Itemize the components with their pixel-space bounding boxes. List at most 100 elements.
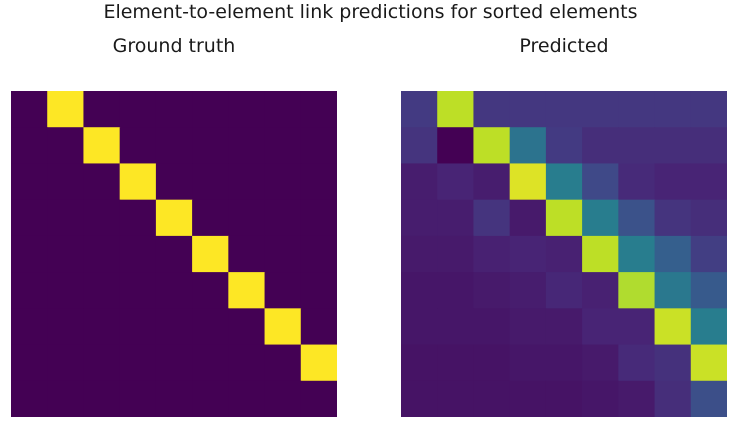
ground-truth-cell-r4-c7	[264, 235, 302, 273]
ground-truth-cell-r1-c6	[228, 127, 266, 165]
predicted-cell-r4-c4	[545, 235, 583, 273]
ground-truth-cell-r8-c8	[300, 380, 337, 417]
predicted-cell-r1-c4	[545, 127, 583, 165]
predicted-cell-r8-c3	[509, 380, 547, 417]
predicted-cell-r2-c6	[618, 163, 656, 201]
ground-truth-cell-r5-c7	[264, 272, 302, 309]
ground-truth-cell-r1-c5	[192, 127, 229, 165]
predicted-cell-r8-c4	[545, 380, 583, 417]
ground-truth-cell-r7-c8	[300, 344, 337, 382]
ground-truth-cell-r7-c7	[264, 344, 302, 382]
ground-truth-cell-r2-c4	[155, 163, 193, 201]
ground-truth-cell-r0-c0	[11, 91, 48, 128]
ground-truth-cell-r0-c2	[83, 91, 121, 128]
ground-truth-cell-r3-c8	[300, 199, 337, 237]
predicted-cell-r5-c2	[473, 272, 511, 309]
ground-truth-cell-r7-c5	[192, 344, 229, 382]
predicted-cell-r3-c4	[545, 199, 583, 237]
predicted-cell-r6-c4	[545, 308, 583, 346]
ground-truth-cell-r7-c1	[47, 344, 85, 382]
predicted-cell-r5-c5	[582, 272, 619, 309]
ground-truth-cell-r3-c6	[228, 199, 266, 237]
predicted-heatmap	[401, 91, 727, 417]
ground-truth-cell-r8-c0	[11, 380, 48, 417]
predicted-cell-r0-c1	[437, 91, 475, 128]
ground-truth-cell-r5-c5	[192, 272, 229, 309]
ground-truth-cell-r6-c4	[155, 308, 193, 346]
ground-truth-cell-r4-c6	[228, 235, 266, 273]
ground-truth-cell-r4-c2	[83, 235, 121, 273]
predicted-cell-r2-c3	[509, 163, 547, 201]
predicted-cell-r0-c6	[618, 91, 656, 128]
ground-truth-cell-r0-c1	[47, 91, 85, 128]
predicted-cell-r6-c3	[509, 308, 547, 346]
predicted-cell-r3-c2	[473, 199, 511, 237]
predicted-cell-r0-c7	[654, 91, 692, 128]
ground-truth-cell-r3-c0	[11, 199, 48, 237]
predicted-cell-r5-c8	[690, 272, 727, 309]
predicted-cell-r3-c6	[618, 199, 656, 237]
ground-truth-cell-r6-c2	[83, 308, 121, 346]
predicted-cell-r4-c3	[509, 235, 547, 273]
ground-truth-cell-r4-c1	[47, 235, 85, 273]
ground-truth-cell-r6-c0	[11, 308, 48, 346]
predicted-cell-r7-c8	[690, 344, 727, 382]
ground-truth-cell-r3-c2	[83, 199, 121, 237]
predicted-cell-r3-c5	[582, 199, 619, 237]
predicted-cell-r5-c1	[437, 272, 475, 309]
predicted-cell-r1-c2	[473, 127, 511, 165]
predicted-cell-r5-c4	[545, 272, 583, 309]
ground-truth-cell-r4-c5	[192, 235, 229, 273]
ground-truth-cell-r7-c6	[228, 344, 266, 382]
predicted-cell-r7-c2	[473, 344, 511, 382]
ground-truth-cell-r1-c8	[300, 127, 337, 165]
ground-truth-cell-r8-c2	[83, 380, 121, 417]
ground-truth-cell-r1-c2	[83, 127, 121, 165]
ground-truth-cell-r7-c2	[83, 344, 121, 382]
ground-truth-cell-r5-c2	[83, 272, 121, 309]
predicted-cell-r5-c0	[401, 272, 438, 309]
predicted-cell-r7-c0	[401, 344, 438, 382]
predicted-cell-r5-c6	[618, 272, 656, 309]
ground-truth-cell-r5-c3	[119, 272, 157, 309]
predicted-cell-r4-c1	[437, 235, 475, 273]
predicted-cell-r6-c1	[437, 308, 475, 346]
ground-truth-cell-r1-c7	[264, 127, 302, 165]
ground-truth-cell-r1-c0	[11, 127, 48, 165]
predicted-cell-r0-c3	[509, 91, 547, 128]
predicted-cell-r3-c3	[509, 199, 547, 237]
ground-truth-cell-r6-c5	[192, 308, 229, 346]
ground-truth-cell-r8-c6	[228, 380, 266, 417]
predicted-cell-r1-c1	[437, 127, 475, 165]
predicted-cell-r1-c7	[654, 127, 692, 165]
ground-truth-cell-r2-c8	[300, 163, 337, 201]
predicted-cell-r7-c4	[545, 344, 583, 382]
predicted-cell-r0-c5	[582, 91, 619, 128]
predicted-cell-r8-c8	[690, 380, 727, 417]
predicted-cell-r8-c6	[618, 380, 656, 417]
predicted-cell-r0-c8	[690, 91, 727, 128]
predicted-cell-r0-c4	[545, 91, 583, 128]
ground-truth-cell-r6-c7	[264, 308, 302, 346]
ground-truth-cell-r5-c6	[228, 272, 266, 309]
predicted-cell-r0-c2	[473, 91, 511, 128]
ground-truth-cell-r8-c1	[47, 380, 85, 417]
ground-truth-cell-r8-c7	[264, 380, 302, 417]
predicted-cell-r1-c0	[401, 127, 438, 165]
predicted-cell-r8-c0	[401, 380, 438, 417]
ground-truth-cell-r2-c1	[47, 163, 85, 201]
ground-truth-cell-r0-c8	[300, 91, 337, 128]
ground-truth-cell-r4-c3	[119, 235, 157, 273]
ground-truth-cell-r6-c8	[300, 308, 337, 346]
predicted-cell-r3-c8	[690, 199, 727, 237]
predicted-cell-r1-c8	[690, 127, 727, 165]
predicted-cell-r1-c6	[618, 127, 656, 165]
ground-truth-cell-r0-c3	[119, 91, 157, 128]
predicted-cell-r6-c7	[654, 308, 692, 346]
ground-truth-cell-r2-c7	[264, 163, 302, 201]
ground-truth-cell-r2-c3	[119, 163, 157, 201]
ground-truth-cell-r6-c1	[47, 308, 85, 346]
ground-truth-cell-r2-c2	[83, 163, 121, 201]
ground-truth-cell-r7-c0	[11, 344, 48, 382]
ground-truth-cell-r1-c4	[155, 127, 193, 165]
